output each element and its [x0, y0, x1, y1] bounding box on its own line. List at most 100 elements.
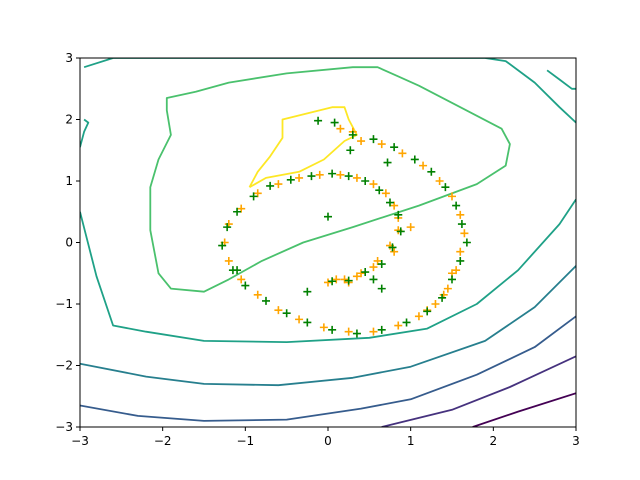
x-tick-label: −1 [236, 434, 254, 448]
data-point-s1-31 [443, 284, 452, 293]
data-point-s1-48 [390, 247, 399, 256]
data-point-s2-13 [307, 172, 316, 181]
x-axis-ticks: −3 −2 −1 0 1 2 3 [71, 427, 580, 448]
data-point-s2-32 [456, 256, 465, 265]
data-point-s2-41 [348, 130, 357, 139]
data-point-s1-20 [224, 256, 233, 265]
data-point-s2-15 [266, 181, 275, 190]
data-point-s2-50 [383, 158, 392, 167]
data-point-s1-17 [237, 204, 246, 213]
data-point-s2-23 [282, 309, 291, 318]
data-point-s2-17 [233, 207, 242, 216]
data-point-s1-8 [390, 201, 399, 210]
data-point-s1-14 [295, 173, 304, 182]
data-point-s1-25 [319, 323, 328, 332]
contour-line-3 [80, 315, 576, 422]
data-point-s2-48 [369, 275, 378, 284]
data-point-s2-5 [388, 243, 397, 252]
x-tick-label: 3 [572, 434, 580, 448]
data-point-s2-31 [448, 275, 456, 284]
data-point-s2-39 [390, 143, 399, 152]
data-point-s1-4 [373, 256, 382, 265]
data-point-s2-44 [324, 212, 332, 221]
data-point-s2-1 [328, 277, 337, 286]
data-point-s1-41 [357, 137, 366, 146]
data-point-s2-26 [352, 329, 361, 338]
x-tick-label: −2 [154, 434, 172, 448]
data-point-s2-19 [218, 241, 227, 250]
data-point-s1-29 [414, 312, 423, 321]
x-tick-label: 2 [490, 434, 498, 448]
data-point-s2-21 [241, 281, 250, 290]
y-tick-label: −2 [55, 359, 73, 373]
contour-lines [80, 58, 576, 427]
data-point-s1-40 [377, 140, 386, 149]
data-point-s2-2 [344, 276, 353, 285]
data-point-s2-11 [344, 172, 353, 181]
contour-line-6 [80, 118, 90, 148]
data-point-s1-37 [435, 177, 444, 185]
data-point-s2-4 [377, 260, 386, 269]
data-point-s1-34 [460, 229, 469, 238]
data-point-s2-40 [369, 135, 378, 144]
data-point-s1-36 [448, 192, 456, 201]
y-tick-label: 1 [65, 174, 73, 188]
data-point-s1-46 [352, 272, 361, 281]
data-point-s2-34 [457, 220, 466, 229]
data-point-s1-42 [336, 124, 345, 133]
data-point-s1-11 [352, 173, 361, 182]
data-point-s2-14 [286, 175, 295, 184]
data-point-s1-15 [274, 180, 283, 189]
data-point-s1-38 [419, 161, 428, 170]
data-point-s2-25 [328, 325, 337, 334]
data-point-s2-27 [377, 325, 386, 334]
y-tick-label: −1 [55, 297, 73, 311]
data-point-s2-36 [441, 183, 450, 192]
contour-line-5 [83, 58, 576, 124]
data-point-s1-35 [456, 210, 465, 219]
data-point-s2-38 [410, 155, 419, 164]
data-point-s1-39 [398, 149, 407, 158]
contour-line-4 [80, 265, 576, 387]
y-tick-label: 3 [65, 51, 73, 65]
data-point-s2-43 [314, 116, 323, 125]
data-point-s2-28 [402, 318, 411, 327]
data-point-s1-10 [369, 180, 378, 189]
contour-line-1 [472, 392, 576, 427]
data-point-s1-26 [344, 327, 353, 336]
data-point-s2-7 [394, 210, 403, 219]
data-point-s2-24 [303, 318, 312, 327]
data-point-s2-10 [361, 177, 370, 185]
y-tick-label: 0 [65, 236, 73, 250]
plot-area-frame [79, 57, 577, 428]
data-point-s2-42 [330, 118, 339, 127]
y-tick-label: −3 [55, 420, 73, 434]
data-point-s2-12 [328, 169, 337, 178]
data-point-s1-22 [253, 290, 262, 299]
data-point-s1-27 [369, 327, 378, 336]
data-point-s1-1 [324, 278, 332, 287]
data-point-s1-3 [357, 269, 366, 278]
data-point-s1-2 [340, 275, 349, 284]
data-point-s1-47 [369, 263, 378, 272]
data-point-s1-24 [295, 315, 304, 324]
data-point-s1-13 [315, 170, 324, 179]
data-point-s2-9 [375, 186, 384, 195]
data-point-s1-28 [394, 321, 403, 330]
data-point-s1-45 [332, 275, 341, 284]
data-point-s2-49 [233, 266, 242, 275]
data-point-s1-32 [452, 266, 461, 275]
data-point-s2-33 [462, 238, 471, 247]
data-point-s2-35 [452, 201, 461, 210]
data-point-s2-22 [262, 296, 270, 305]
data-point-s2-37 [427, 167, 436, 176]
y-tick-label: 2 [65, 113, 73, 127]
x-tick-label: 1 [407, 434, 415, 448]
contour-line-10 [248, 106, 358, 188]
contour-line-7 [80, 198, 576, 344]
x-tick-label: 0 [324, 434, 332, 448]
data-point-s2-46 [303, 287, 312, 296]
data-point-s1-49 [406, 223, 415, 232]
data-point-s2-45 [346, 146, 355, 155]
